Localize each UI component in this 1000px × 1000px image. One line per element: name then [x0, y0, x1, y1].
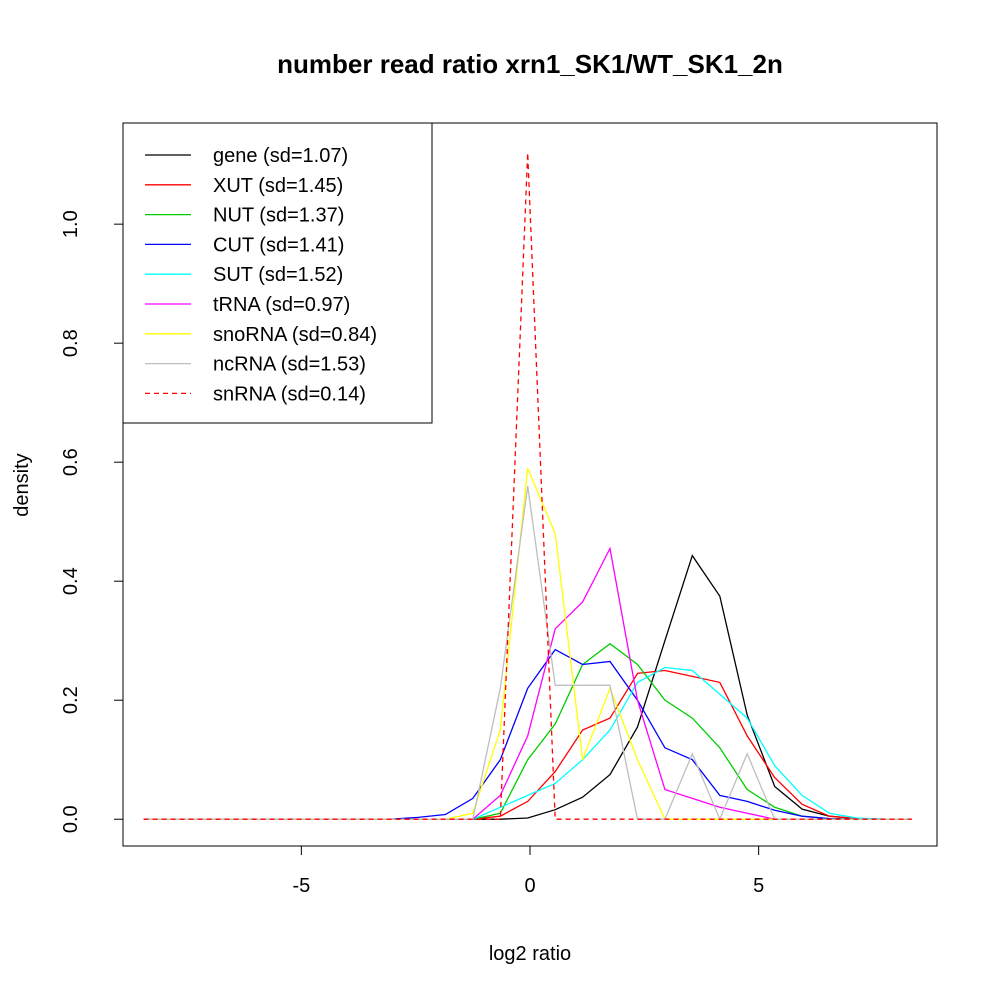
- y-axis-label: density: [11, 453, 33, 516]
- x-axis-label: log2 ratio: [489, 943, 571, 965]
- legend-label-xut: XUT (sd=1.45): [213, 175, 343, 197]
- series-line-snorna: [143, 467, 912, 820]
- legend-label-snrna: snRNA (sd=0.14): [213, 383, 366, 405]
- y-tick-label: 0.8: [60, 329, 82, 357]
- legend-label-cut: CUT (sd=1.41): [213, 234, 344, 256]
- y-tick-label: 1.0: [60, 210, 82, 238]
- series-layer: [143, 152, 912, 821]
- legend-label-nut: NUT (sd=1.37): [213, 205, 344, 227]
- y-tick-label: 0.4: [60, 567, 82, 595]
- x-tick-label: 0: [524, 875, 535, 897]
- legend-box: [122, 122, 433, 424]
- series-line-snrna: [143, 152, 912, 820]
- series-line-xut: [143, 669, 912, 820]
- y-tick-label: 0.6: [60, 448, 82, 476]
- x-tick-label: 5: [753, 875, 764, 897]
- x-tick-label: -5: [292, 875, 310, 897]
- series-line-ncrna: [143, 485, 912, 821]
- series-line-trna: [143, 546, 912, 820]
- series-line-nut: [143, 642, 912, 820]
- legend-label-snorna: snoRNA (sd=0.84): [213, 324, 377, 346]
- series-line-sut: [143, 666, 912, 820]
- y-tick-label: 0.0: [60, 805, 82, 833]
- y-tick-label: 0.2: [60, 686, 82, 714]
- legend-label-trna: tRNA (sd=0.97): [213, 294, 350, 316]
- legend-label-gene: gene (sd=1.07): [213, 145, 348, 167]
- x-axis: -5 0 5: [292, 845, 764, 897]
- chart-title: number read ratio xrn1_SK1/WT_SK1_2n: [277, 49, 783, 79]
- y-axis: 0.0 0.2 0.4 0.6 0.8 1.0: [60, 210, 124, 833]
- legend-label-sut: SUT (sd=1.52): [213, 264, 343, 286]
- legend-label-ncrna: ncRNA (sd=1.53): [213, 354, 366, 376]
- legend: gene (sd=1.07) XUT (sd=1.45) NUT (sd=1.37)…: [122, 122, 433, 424]
